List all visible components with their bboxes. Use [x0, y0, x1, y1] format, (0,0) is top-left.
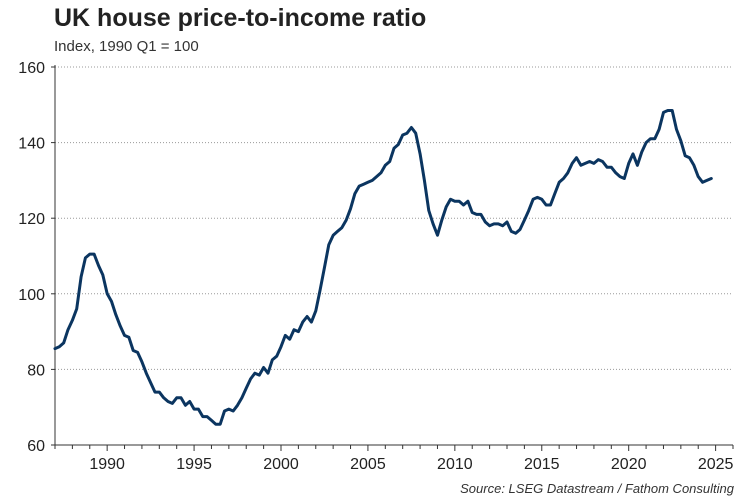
y-tick-label-80: 80: [27, 362, 45, 379]
x-tick-label-2020: 2020: [611, 456, 647, 473]
x-tick-label-2005: 2005: [350, 456, 386, 473]
y-tick-label-100: 100: [18, 287, 45, 304]
x-tick-label-2010: 2010: [437, 456, 473, 473]
y-tick-label-140: 140: [18, 136, 45, 153]
x-tick-label-2025: 2025: [698, 456, 734, 473]
y-tick-label-160: 160: [18, 60, 45, 77]
series-line-0: [53, 109, 713, 426]
x-tick-label-2015: 2015: [524, 456, 560, 473]
chart-title: UK house price-to-income ratio: [54, 4, 427, 32]
x-tick-label-1990: 1990: [89, 456, 125, 473]
chart-subtitle: Index, 1990 Q1 = 100: [54, 38, 199, 55]
x-tick-label-2000: 2000: [263, 456, 299, 473]
y-tick-label-120: 120: [18, 211, 45, 228]
x-tick-label-1995: 1995: [176, 456, 212, 473]
y-tick-label-60: 60: [27, 438, 45, 455]
source-note: Source: LSEG Datastream / Fathom Consult…: [460, 481, 734, 496]
